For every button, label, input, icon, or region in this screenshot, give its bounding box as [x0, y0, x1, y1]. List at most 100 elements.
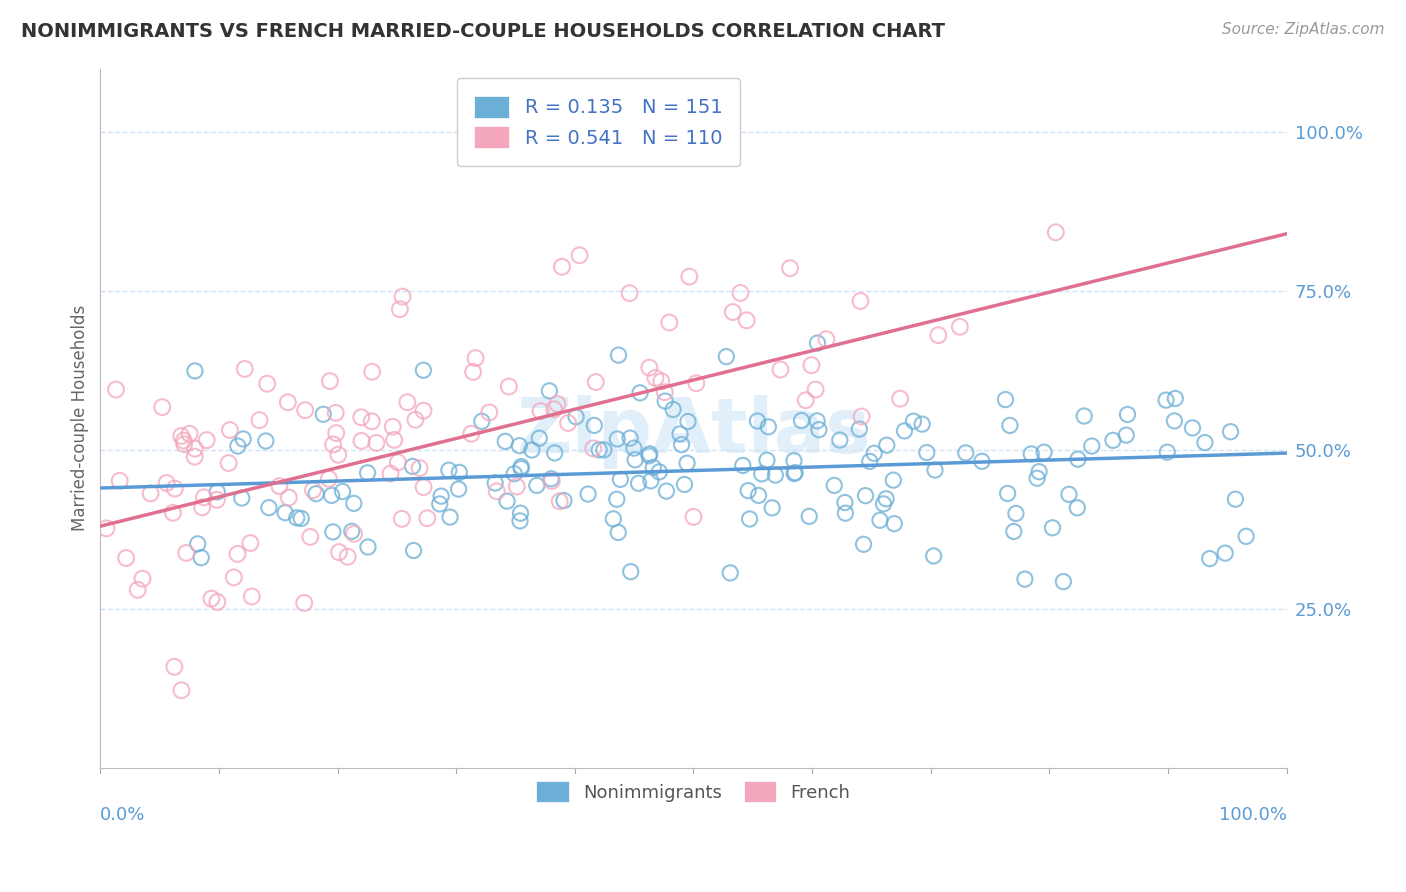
Point: [834, 495, 856, 509]
Point: [332, 484, 354, 499]
Point: [115, 551, 138, 566]
Point: [510, 459, 533, 474]
Point: [1045, 225, 1067, 239]
Point: [155, 475, 177, 490]
Point: [565, 409, 588, 424]
Point: [859, 454, 882, 468]
Point: [685, 376, 707, 391]
Point: [794, 393, 817, 408]
Point: [350, 434, 373, 448]
Point: [576, 487, 599, 501]
Point: [254, 434, 277, 448]
Point: [447, 482, 470, 496]
Point: [624, 452, 647, 467]
Point: [643, 460, 665, 475]
Point: [429, 497, 451, 511]
Point: [1005, 507, 1028, 521]
Point: [800, 358, 823, 372]
Point: [716, 350, 738, 364]
Point: [226, 439, 249, 453]
Point: [606, 432, 628, 446]
Point: [496, 494, 519, 508]
Point: [274, 506, 297, 520]
Point: [1066, 500, 1088, 515]
Point: [520, 442, 543, 457]
Point: [485, 484, 508, 499]
Point: [1057, 487, 1080, 501]
Point: [336, 549, 359, 564]
Point: [607, 525, 630, 540]
Point: [1033, 445, 1056, 459]
Point: [779, 261, 801, 276]
Point: [340, 524, 363, 539]
Point: [503, 467, 526, 481]
Point: [408, 461, 430, 475]
Point: [609, 472, 631, 486]
Point: [568, 248, 591, 262]
Point: [585, 375, 607, 389]
Point: [1164, 392, 1187, 406]
Point: [1014, 572, 1036, 586]
Point: [1219, 425, 1241, 439]
Point: [638, 360, 661, 375]
Point: [412, 480, 434, 494]
Point: [312, 407, 335, 421]
Point: [924, 463, 946, 477]
Point: [761, 500, 783, 515]
Point: [1042, 521, 1064, 535]
Point: [529, 404, 551, 418]
Point: [638, 447, 661, 461]
Text: ZipAtlas: ZipAtlas: [516, 395, 870, 469]
Point: [602, 512, 624, 526]
Point: [676, 415, 699, 429]
Point: [361, 365, 384, 379]
Point: [998, 418, 1021, 433]
Point: [127, 582, 149, 597]
Point: [1156, 445, 1178, 459]
Point: [804, 383, 827, 397]
Point: [855, 489, 877, 503]
Point: [997, 486, 1019, 500]
Point: [718, 566, 741, 580]
Point: [380, 467, 402, 481]
Point: [654, 385, 676, 400]
Point: [751, 467, 773, 481]
Text: 0.0%: 0.0%: [100, 806, 146, 824]
Point: [299, 530, 322, 544]
Point: [366, 436, 388, 450]
Point: [876, 438, 898, 452]
Point: [509, 506, 531, 520]
Point: [207, 595, 229, 609]
Point: [498, 379, 520, 393]
Point: [583, 418, 606, 433]
Point: [970, 454, 993, 468]
Point: [994, 392, 1017, 407]
Point: [322, 437, 344, 451]
Point: [325, 406, 347, 420]
Point: [882, 473, 904, 487]
Point: [731, 458, 754, 473]
Point: [412, 403, 434, 417]
Point: [756, 453, 779, 467]
Point: [540, 474, 562, 488]
Point: [915, 445, 938, 459]
Point: [619, 286, 641, 301]
Point: [730, 285, 752, 300]
Point: [1154, 393, 1177, 408]
Point: [538, 384, 561, 398]
Point: [240, 590, 263, 604]
Point: [889, 392, 911, 406]
Point: [269, 479, 291, 493]
Point: [1002, 524, 1025, 539]
Text: Source: ZipAtlas.com: Source: ZipAtlas.com: [1222, 22, 1385, 37]
Point: [321, 488, 343, 502]
Point: [318, 472, 340, 486]
Point: [671, 437, 693, 451]
Point: [638, 449, 661, 463]
Point: [828, 433, 851, 447]
Point: [205, 492, 228, 507]
Point: [471, 414, 494, 428]
Point: [430, 489, 453, 503]
Point: [593, 442, 616, 457]
Point: [200, 591, 222, 606]
